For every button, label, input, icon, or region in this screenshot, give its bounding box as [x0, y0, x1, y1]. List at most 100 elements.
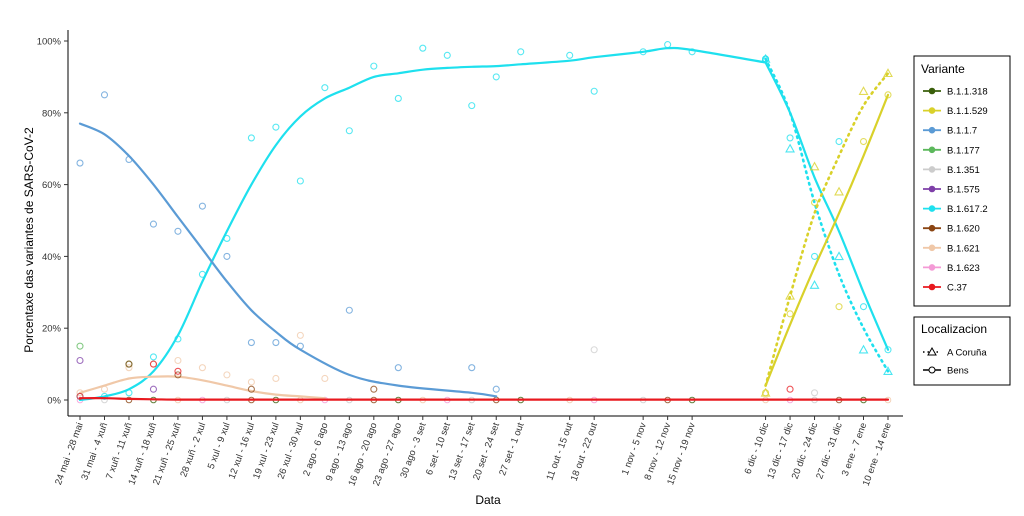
- legend-label: B.1.617.2: [947, 204, 988, 215]
- data-point: [492, 73, 500, 81]
- series-B-1-177-bens: [76, 342, 133, 368]
- x-tick-label: 27 set - 1 out: [497, 421, 526, 477]
- data-point: [174, 367, 182, 375]
- y-tick-label: 100%: [37, 37, 62, 48]
- series-B-1-617-2-bens: [76, 41, 770, 402]
- trend-line: [78, 375, 326, 400]
- legend-swatch-dot: [928, 283, 936, 291]
- legend-item-B-1-1-318: B.1.1.318: [923, 87, 988, 98]
- legend-label: B.1.177: [947, 145, 980, 156]
- data-point: [835, 137, 843, 146]
- data-point: [785, 290, 795, 300]
- trend-line: [78, 122, 498, 398]
- plot-area: [76, 41, 893, 404]
- data-point: [272, 123, 280, 131]
- y-tick-label: 0%: [47, 396, 61, 407]
- triangle-icon: [927, 346, 937, 356]
- trend-line: [764, 72, 890, 387]
- legend-variante-title: Variante: [921, 62, 965, 76]
- legend-label: Bens: [947, 366, 969, 377]
- legend-label: A Coruña: [947, 348, 987, 359]
- legend-item-B-1-623: B.1.623: [923, 263, 980, 274]
- data-point: [785, 143, 795, 153]
- legend-label: B.1.620: [947, 224, 980, 235]
- data-point: [859, 303, 868, 311]
- data-point: [76, 356, 84, 365]
- data-point: [296, 331, 304, 339]
- data-point: [566, 51, 574, 59]
- x-tick-label: 5 xul - 9 xul: [206, 421, 233, 470]
- data-point: [809, 279, 820, 289]
- data-point: [198, 270, 206, 278]
- data-point: [786, 134, 794, 142]
- series-B-1-1-529-a-coruna: [760, 68, 893, 397]
- data-point: [883, 366, 893, 376]
- data-point: [223, 371, 231, 379]
- data-point: [760, 387, 771, 397]
- data-point: [394, 94, 402, 102]
- data-point: [223, 252, 231, 260]
- x-tick-label: 6 set - 10 set: [424, 421, 453, 477]
- legend-swatch-dot: [928, 185, 936, 193]
- legend-swatch-dot: [928, 146, 936, 154]
- series-B-1-575-bens: [76, 356, 158, 393]
- legend-label: B.1.575: [947, 185, 980, 196]
- data-point: [419, 44, 427, 52]
- data-point: [198, 202, 206, 210]
- legend-item-C-37: C.37: [923, 283, 967, 294]
- legend-variante: Variante B.1.1.318 B.1.1.529 B.1.1.7 B.1.17…: [913, 55, 1011, 307]
- legend-item-B-1-1-7: B.1.1.7: [923, 126, 977, 137]
- data-point: [858, 86, 869, 96]
- legend-item-B-1-1-529: B.1.1.529: [923, 106, 988, 117]
- x-tick-label: 3 ene - 7 ene: [840, 421, 869, 477]
- legend-swatch-dot: [928, 87, 936, 95]
- series-B-1-617-2-bens: [762, 55, 892, 354]
- series-B-1-620-bens: [125, 360, 378, 393]
- data-point: [688, 48, 696, 56]
- data-point: [247, 339, 255, 347]
- legend-swatch-dot: [928, 264, 936, 271]
- trend-line: [764, 57, 890, 373]
- data-point: [809, 161, 820, 171]
- data-point: [76, 389, 84, 397]
- data-point: [174, 371, 182, 379]
- data-point: [149, 220, 158, 228]
- data-point: [639, 48, 647, 56]
- legend-label: C.37: [947, 283, 967, 294]
- trend-line: [78, 46, 767, 402]
- legend-item-B-1-620: B.1.620: [923, 224, 980, 235]
- data-point: [174, 227, 182, 235]
- data-point: [198, 364, 206, 372]
- data-point: [100, 385, 109, 393]
- legend-label: B.1.351: [947, 165, 980, 176]
- data-point: [835, 303, 843, 311]
- y-axis: 0% 20% 40% 60% 80% 100%: [37, 30, 69, 416]
- data-point: [590, 87, 598, 95]
- data-point: [664, 41, 672, 49]
- y-tick-label: 80%: [42, 108, 62, 119]
- data-point: [149, 360, 158, 368]
- data-point: [492, 385, 500, 393]
- data-point: [394, 364, 402, 372]
- data-point: [272, 339, 280, 347]
- data-point: [76, 159, 84, 167]
- data-point: [296, 342, 304, 350]
- data-point: [762, 55, 770, 63]
- data-point: [174, 335, 182, 343]
- legend-swatch-dot: [928, 166, 936, 173]
- series-B-1-1-529-bens: [762, 91, 892, 397]
- data-point: [858, 344, 869, 354]
- data-point: [883, 68, 893, 78]
- legend-item-B-1-621: B.1.621: [923, 243, 980, 254]
- data-point: [834, 186, 844, 196]
- y-axis-title: Porcentaxe das variantes de SARS-CoV-2: [22, 127, 36, 353]
- data-point: [884, 346, 892, 354]
- y-tick-label: 20%: [42, 324, 62, 335]
- series-C-37-bens: [76, 360, 890, 401]
- data-point: [149, 385, 158, 393]
- data-point: [76, 342, 84, 350]
- y-tick-label: 60%: [42, 180, 62, 191]
- data-point: [321, 84, 329, 92]
